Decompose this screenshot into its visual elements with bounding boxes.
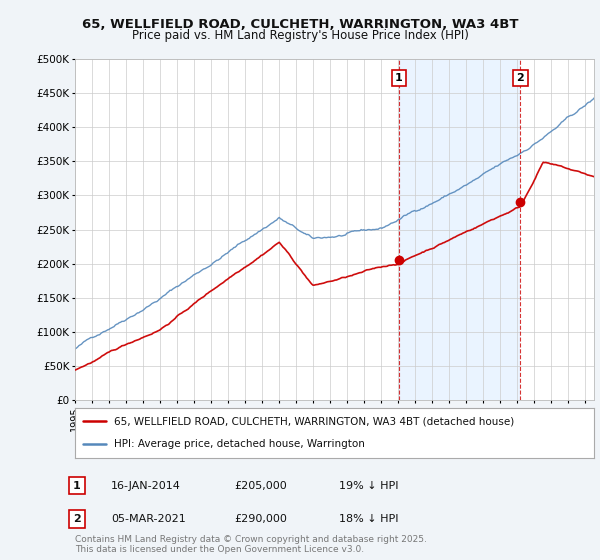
Text: 18% ↓ HPI: 18% ↓ HPI xyxy=(339,514,398,524)
Text: Contains HM Land Registry data © Crown copyright and database right 2025.
This d: Contains HM Land Registry data © Crown c… xyxy=(75,535,427,554)
Text: 1: 1 xyxy=(395,73,403,83)
Text: 65, WELLFIELD ROAD, CULCHETH, WARRINGTON, WA3 4BT (detached house): 65, WELLFIELD ROAD, CULCHETH, WARRINGTON… xyxy=(114,416,514,426)
Text: HPI: Average price, detached house, Warrington: HPI: Average price, detached house, Warr… xyxy=(114,440,365,450)
Text: 2: 2 xyxy=(517,73,524,83)
Text: Price paid vs. HM Land Registry's House Price Index (HPI): Price paid vs. HM Land Registry's House … xyxy=(131,29,469,42)
Text: 2: 2 xyxy=(73,514,80,524)
Text: 1: 1 xyxy=(73,480,80,491)
Text: 16-JAN-2014: 16-JAN-2014 xyxy=(111,480,181,491)
Text: 65, WELLFIELD ROAD, CULCHETH, WARRINGTON, WA3 4BT: 65, WELLFIELD ROAD, CULCHETH, WARRINGTON… xyxy=(82,18,518,31)
Text: £205,000: £205,000 xyxy=(234,480,287,491)
Text: £290,000: £290,000 xyxy=(234,514,287,524)
Text: 05-MAR-2021: 05-MAR-2021 xyxy=(111,514,186,524)
Text: 19% ↓ HPI: 19% ↓ HPI xyxy=(339,480,398,491)
Bar xyxy=(399,59,520,400)
